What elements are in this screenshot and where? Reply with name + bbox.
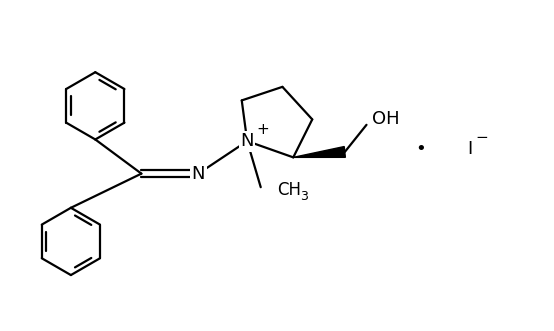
Text: N: N — [240, 132, 254, 150]
Polygon shape — [293, 147, 345, 157]
Text: OH: OH — [372, 111, 399, 128]
Text: I: I — [467, 140, 472, 158]
Text: +: + — [256, 122, 269, 137]
Text: CH: CH — [277, 181, 301, 199]
Text: N: N — [192, 165, 205, 183]
Text: −: − — [476, 130, 489, 145]
Text: •: • — [416, 140, 426, 158]
Text: 3: 3 — [300, 190, 307, 204]
